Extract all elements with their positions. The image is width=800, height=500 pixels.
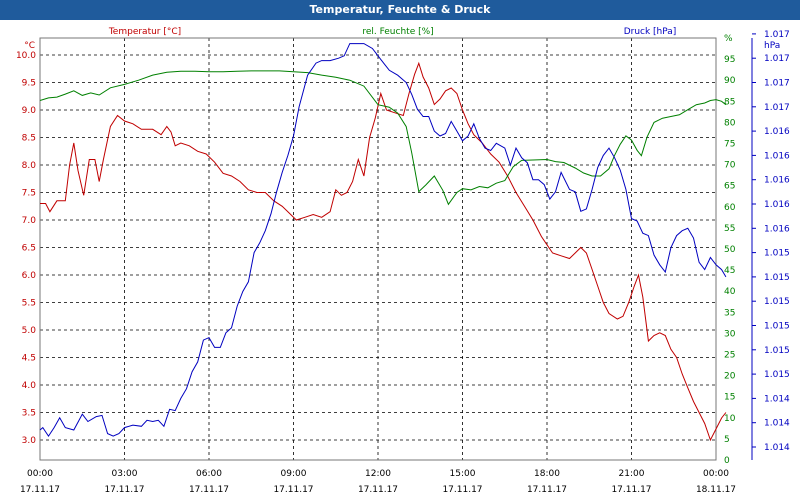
temperature-tick-label: 9.0 [22, 106, 37, 116]
humidity-tick-label: 20 [724, 372, 736, 382]
time-tick-label: 12:00 [365, 469, 391, 479]
pressure-tick-label: 1.017 [764, 30, 790, 40]
pressure-axis: 1.014 1.014 1.014 1.015 1.015 1.015 1.015 1.015… [751, 30, 790, 460]
pressure-tick-label: 1.015 [764, 297, 790, 307]
humidity-axis: 0 5 10 15 20 25 30 35 40 45 50 55 60 65 70 75 80 85 90 95% [724, 34, 736, 466]
time-tick-label: 18:00 [534, 469, 560, 479]
date-tick-label: 18.11.17 [696, 485, 736, 495]
time-tick-label: 00:00 [27, 469, 53, 479]
humidity-tick-label: 0 [724, 456, 730, 466]
temperature-tick-label: 7.5 [22, 189, 36, 199]
humidity-tick-label: 45 [724, 266, 735, 276]
humidity-tick-label: 95 [724, 55, 735, 65]
temperature-tick-label: 4.0 [22, 381, 37, 391]
plot-frame [39, 37, 717, 461]
temperature-tick-label: 9.5 [22, 79, 36, 89]
pressure-tick-label: 1.015 [764, 346, 790, 356]
pressure-tick-label: 1.017 [764, 103, 790, 113]
humidity-series [39, 70, 727, 206]
date-tick-label: 17.11.17 [273, 485, 313, 495]
chart-title: Temperatur, Feuchte & Druck [0, 0, 800, 20]
temperature-tick-label: 6.0 [22, 271, 37, 281]
humidity-tick-label: 30 [724, 329, 736, 339]
pressure-tick-label: 1.015 [764, 370, 790, 380]
humidity-tick-label: 90 [724, 76, 736, 86]
temperature-tick-label: 3.5 [22, 409, 36, 419]
humidity-tick-label: 85 [724, 97, 735, 107]
pressure-series [39, 43, 727, 438]
temperature-unit-label: °C [24, 41, 35, 51]
pressure-tick-label: 1.016 [764, 127, 790, 137]
temperature-tick-label: 10.0 [16, 51, 36, 61]
date-tick-label: 17.11.17 [527, 485, 567, 495]
humidity-tick-label: 5 [724, 435, 730, 445]
pressure-tick-label: 1.017 [764, 54, 790, 64]
humidity-tick-label: 10 [724, 414, 736, 424]
temperature-tick-label: 4.5 [22, 354, 36, 364]
temperature-axis: 3.0 3.5 4.0 4.5 5.0 5.5 6.0 6.5 7.0 7.5 8.0 8.5 9.0 9… [16, 51, 36, 446]
time-axis: 00:00 17.11.17 03:00 17.11.17 06:00 17.11.17 0… [20, 469, 736, 495]
humidity-tick-label: 50 [724, 245, 736, 255]
humidity-axis-label: rel. Feuchte [%] [362, 27, 433, 37]
humidity-tick-label: 25 [724, 351, 735, 361]
pressure-unit-label: hPa [764, 41, 780, 51]
humidity-tick-label: 55 [724, 224, 735, 234]
date-tick-label: 17.11.17 [611, 485, 651, 495]
temperature-tick-label: 8.5 [22, 134, 36, 144]
humidity-tick-label: 75 [724, 140, 735, 150]
humidity-tick-label: 60 [724, 203, 736, 213]
grid-lines [39, 38, 717, 460]
humidity-tick-label: 40 [724, 287, 736, 297]
date-tick-label: 17.11.17 [442, 485, 482, 495]
temperature-tick-label: 5.5 [22, 299, 36, 309]
temperature-tick-label: 6.5 [22, 244, 36, 254]
pressure-tick-label: 1.015 [764, 322, 790, 332]
pressure-tick-label: 1.014 [764, 443, 790, 453]
humidity-tick-label: % [724, 34, 733, 44]
time-tick-label: 03:00 [112, 469, 138, 479]
chart-area: Temperatur [°C] rel. Feuchte [%] Druck [… [16, 27, 790, 495]
temperature-tick-label: 7.0 [22, 216, 37, 226]
pressure-tick-label: 1.016 [764, 224, 790, 234]
temperature-axis-label: Temperatur [°C] [108, 27, 181, 37]
pressure-axis-label: Druck [hPa] [624, 27, 677, 37]
pressure-tick-label: 1.017 [764, 79, 790, 89]
humidity-tick-label: 80 [724, 118, 736, 128]
pressure-tick-label: 1.015 [764, 249, 790, 259]
time-tick-label: 00:00 [703, 469, 729, 479]
date-tick-label: 17.11.17 [358, 485, 398, 495]
time-tick-label: 09:00 [281, 469, 307, 479]
pressure-tick-label: 1.014 [764, 419, 790, 429]
pressure-tick-label: 1.016 [764, 176, 790, 186]
pressure-tick-label: 1.016 [764, 200, 790, 210]
series-lines [39, 43, 727, 442]
time-tick-label: 21:00 [619, 469, 645, 479]
temperature-tick-label: 8.0 [22, 161, 37, 171]
date-tick-label: 17.11.17 [20, 485, 60, 495]
pressure-tick-label: 1.015 [764, 273, 790, 283]
temperature-series [40, 61, 727, 442]
temperature-tick-label: 3.0 [22, 436, 37, 446]
time-tick-label: 15:00 [450, 469, 476, 479]
pressure-tick-label: 1.016 [764, 151, 790, 161]
humidity-tick-label: 70 [724, 161, 736, 171]
humidity-tick-label: 35 [724, 308, 735, 318]
temperature-tick-label: 5.0 [22, 326, 37, 336]
humidity-tick-label: 15 [724, 393, 735, 403]
humidity-tick-label: 65 [724, 182, 735, 192]
pressure-tick-label: 1.014 [764, 394, 790, 404]
date-tick-label: 17.11.17 [104, 485, 144, 495]
date-tick-label: 17.11.17 [189, 485, 229, 495]
time-tick-label: 06:00 [196, 469, 222, 479]
